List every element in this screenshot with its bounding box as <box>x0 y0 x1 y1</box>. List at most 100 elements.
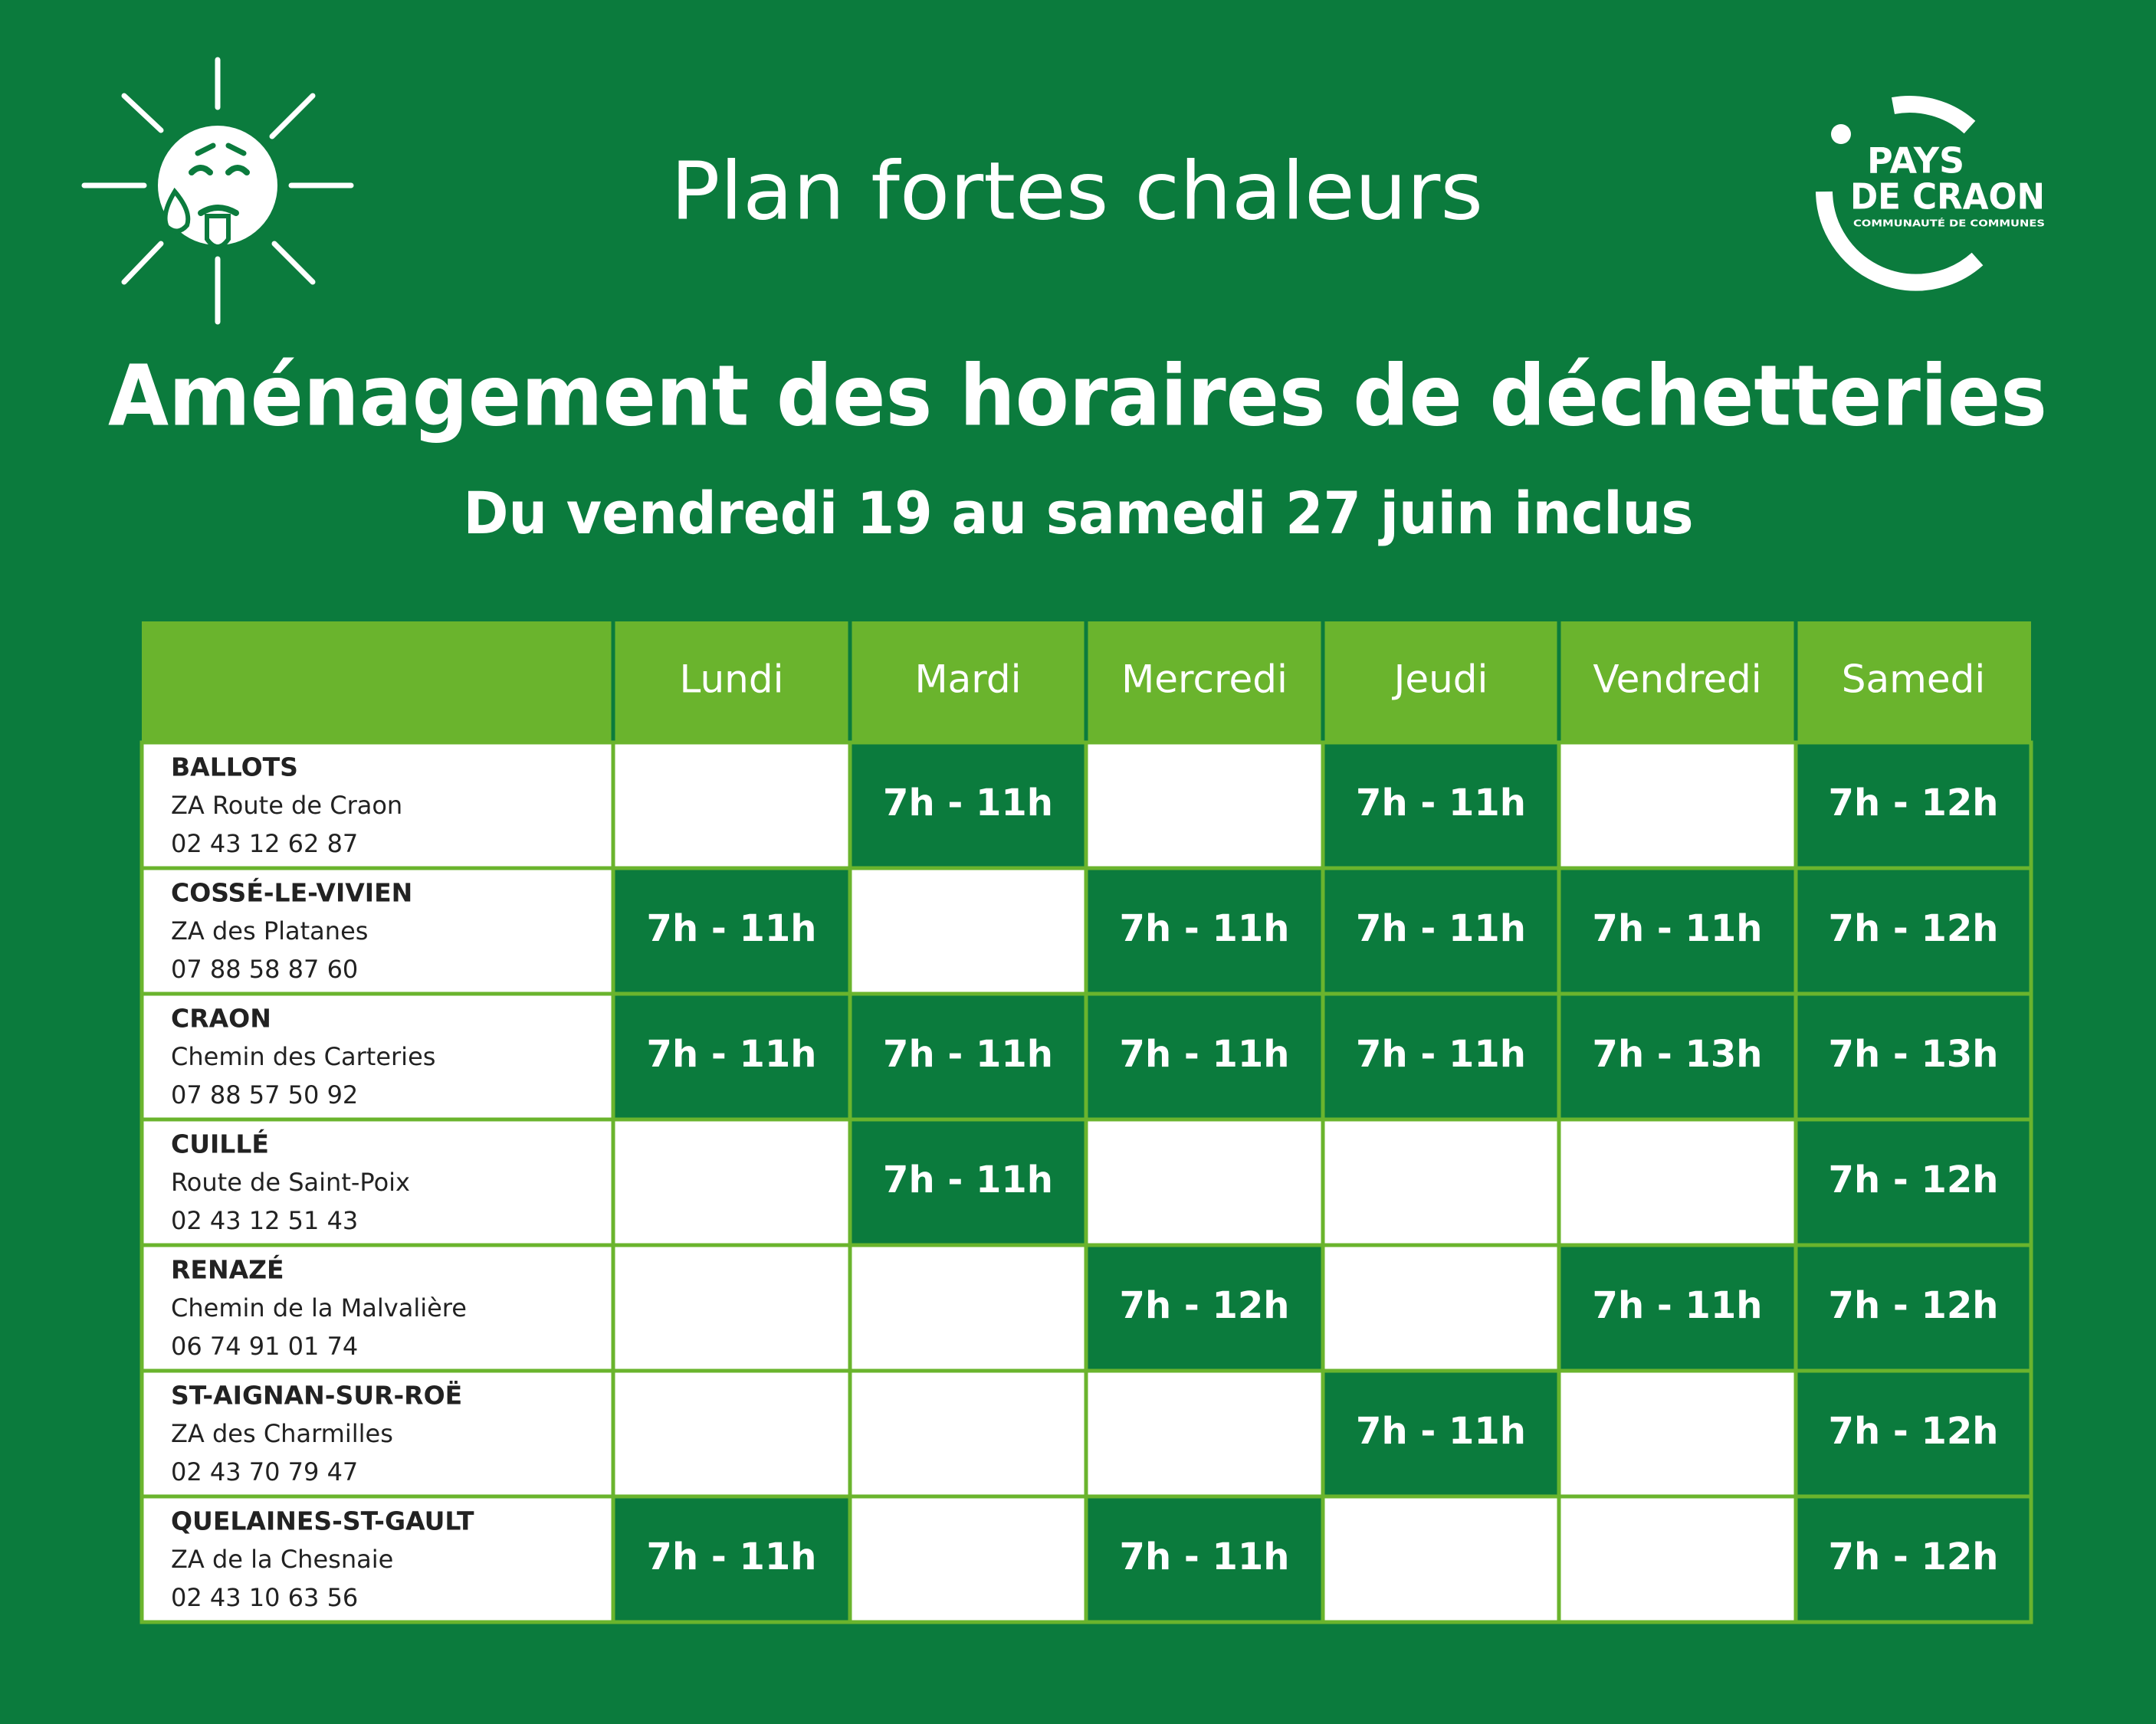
opening-hours: 7h - 11h <box>1356 782 1526 824</box>
open-cell <box>1793 1117 2033 1247</box>
site-address: ZA Route de Craon <box>171 791 402 820</box>
opening-hours: 7h - 11h <box>1120 1033 1290 1076</box>
closed-cell <box>611 1117 852 1247</box>
opening-hours: 7h - 11h <box>883 1033 1053 1076</box>
opening-hours: 7h - 12h <box>1829 1410 1999 1453</box>
opening-hours: 7h - 12h <box>1829 907 1999 950</box>
site-phone: 02 43 12 51 43 <box>171 1206 358 1235</box>
opening-hours: 7h - 12h <box>1829 782 1999 824</box>
site-phone: 02 43 10 63 56 <box>171 1583 358 1612</box>
opening-hours: 7h - 11h <box>883 1159 1053 1201</box>
closed-cell <box>1084 1117 1325 1247</box>
site-address: Chemin de la Malvalière <box>171 1293 467 1322</box>
closed-cell <box>848 1494 1088 1624</box>
site-address: ZA des Charmilles <box>171 1419 393 1448</box>
closed-cell <box>1321 1243 1561 1373</box>
opening-hours: 7h - 11h <box>647 907 817 950</box>
closed-cell <box>611 1368 852 1499</box>
site-name: RENAZÉ <box>171 1254 284 1285</box>
site-address: ZA de la Chesnaie <box>171 1545 393 1574</box>
site-name: CUILLÉ <box>171 1129 269 1159</box>
site-phone: 07 88 58 87 60 <box>171 955 358 984</box>
site-phone: 07 88 57 50 92 <box>171 1080 358 1109</box>
logo-tagline: COMMUNAUTÉ DE COMMUNES <box>1853 218 2045 229</box>
site-phone: 02 43 12 62 87 <box>171 829 358 858</box>
closed-cell <box>848 1368 1088 1499</box>
open-cell <box>1321 991 1561 1122</box>
closed-cell <box>1557 1494 1798 1624</box>
open-cell <box>1793 866 2033 996</box>
open-cell <box>1321 1368 1561 1499</box>
open-cell <box>1321 740 1561 870</box>
open-cell <box>1793 1243 2033 1373</box>
closed-cell <box>611 740 852 870</box>
site-cell <box>139 1494 615 1624</box>
site-name: CRAON <box>171 1004 271 1034</box>
column-header: Samedi <box>1842 657 1985 702</box>
opening-hours: 7h - 11h <box>1356 1033 1526 1076</box>
closed-cell <box>1084 1368 1325 1499</box>
site-cell <box>139 740 615 870</box>
closed-cell <box>848 1243 1088 1373</box>
site-cell <box>139 991 615 1122</box>
logo-line1: PAYS <box>1867 140 1964 182</box>
opening-hours: 7h - 12h <box>1829 1536 1999 1578</box>
opening-hours: 7h - 12h <box>1120 1284 1290 1327</box>
closed-cell <box>848 866 1088 996</box>
logo-line2: DE CRAON <box>1850 176 2045 218</box>
closed-cell <box>1557 1117 1798 1247</box>
opening-hours: 7h - 11h <box>647 1033 817 1076</box>
closed-cell <box>1557 740 1798 870</box>
site-cell <box>139 866 615 996</box>
site-address: Route de Saint-Poix <box>171 1168 410 1197</box>
site-cell <box>139 1368 615 1499</box>
site-phone: 02 43 70 79 47 <box>171 1457 358 1486</box>
opening-hours: 7h - 11h <box>1356 1410 1526 1453</box>
opening-hours: 7h - 11h <box>1120 907 1290 950</box>
opening-hours: 7h - 11h <box>1593 907 1763 950</box>
opening-hours: 7h - 11h <box>1120 1536 1290 1578</box>
opening-hours: 7h - 13h <box>1593 1033 1763 1076</box>
open-cell <box>1793 1494 2033 1624</box>
heading: Aménagement des horaires de déchetteries <box>108 346 2047 444</box>
closed-cell <box>1084 740 1325 870</box>
column-header: Lundi <box>680 657 784 702</box>
opening-hours: 7h - 12h <box>1829 1284 1999 1327</box>
open-cell <box>1084 1494 1325 1624</box>
opening-hours: 7h - 11h <box>883 782 1053 824</box>
open-cell <box>848 740 1088 870</box>
site-name: QUELAINES-ST-GAULT <box>171 1506 474 1536</box>
subtitle: Du vendredi 19 au samedi 27 juin inclus <box>464 479 1694 547</box>
open-cell <box>848 991 1088 1122</box>
open-cell <box>1557 866 1798 996</box>
site-phone: 06 74 91 01 74 <box>171 1332 358 1361</box>
site-name: ST-AIGNAN-SUR-ROË <box>171 1380 462 1411</box>
column-header: Mardi <box>914 657 1021 702</box>
opening-hours: 7h - 11h <box>1593 1284 1763 1327</box>
site-cell <box>139 1117 615 1247</box>
closed-cell <box>1321 1494 1561 1624</box>
site-name: COSSÉ-LE-VIVIEN <box>171 877 412 908</box>
open-cell <box>611 1494 852 1624</box>
opening-hours: 7h - 11h <box>647 1536 817 1578</box>
title: Plan fortes chaleurs <box>671 144 1483 238</box>
site-name: BALLOTS <box>171 752 298 782</box>
open-cell <box>1793 991 2033 1122</box>
logo: PAYS DE CRAON COMMUNAUTÉ DE COMMUNES <box>1816 96 2045 291</box>
closed-cell <box>1321 1117 1561 1247</box>
column-header: Jeudi <box>1392 657 1488 702</box>
site-address: Chemin des Carteries <box>171 1042 435 1071</box>
site-address: ZA des Platanes <box>171 916 368 946</box>
open-cell <box>848 1117 1088 1247</box>
opening-hours: 7h - 12h <box>1829 1159 1999 1201</box>
opening-hours: 7h - 11h <box>1356 907 1526 950</box>
open-cell <box>1084 1243 1325 1373</box>
column-header: Mercredi <box>1121 657 1288 702</box>
open-cell <box>1557 991 1798 1122</box>
sun-icon <box>81 57 354 325</box>
opening-hours: 7h - 13h <box>1829 1033 1999 1076</box>
column-header: Vendredi <box>1593 657 1761 702</box>
closed-cell <box>1557 1368 1798 1499</box>
